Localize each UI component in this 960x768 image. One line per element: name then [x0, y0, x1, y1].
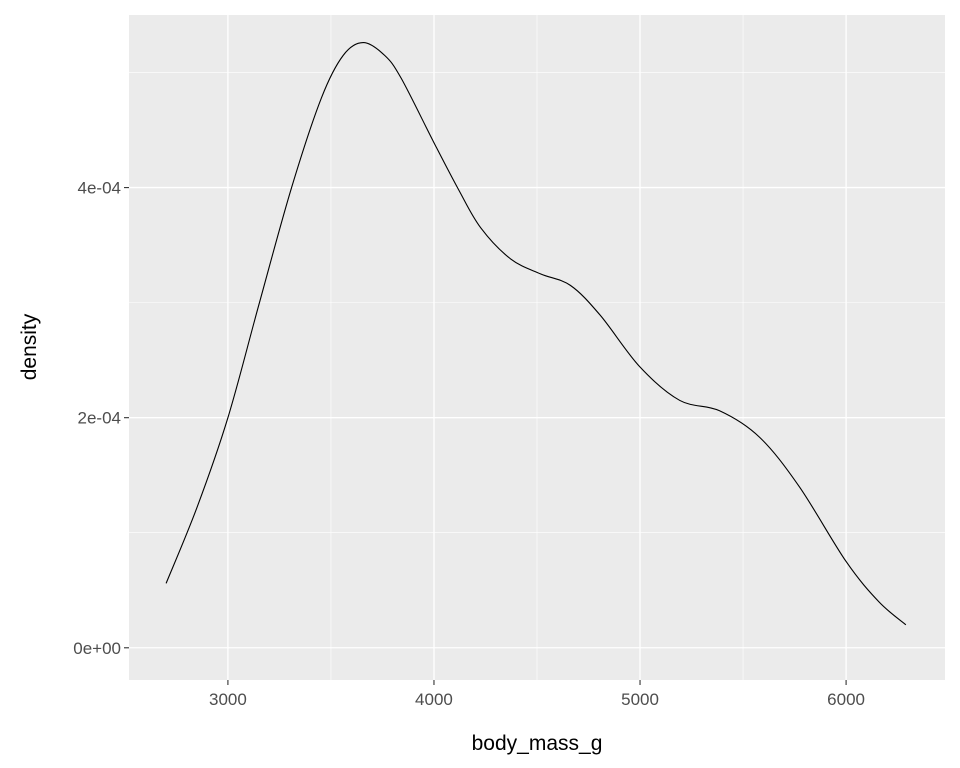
major-gridlines [129, 15, 945, 680]
x-axis-ticks: 3000 4000 5000 6000 [209, 680, 865, 709]
x-axis-title: body_mass_g [472, 732, 603, 755]
y-tick-label: 2e-04 [78, 409, 121, 428]
density-line [165, 42, 907, 626]
y-axis-ticks: 0e+00 2e-04 4e-04 [73, 179, 129, 658]
x-tick-label: 6000 [827, 690, 865, 709]
x-tick-label: 3000 [209, 690, 247, 709]
y-tick-label: 4e-04 [78, 179, 121, 198]
x-tick-label: 5000 [621, 690, 659, 709]
y-tick-label: 0e+00 [73, 639, 121, 658]
y-axis-title: density [18, 313, 41, 380]
minor-gridlines [129, 15, 945, 680]
x-tick-label: 4000 [415, 690, 453, 709]
